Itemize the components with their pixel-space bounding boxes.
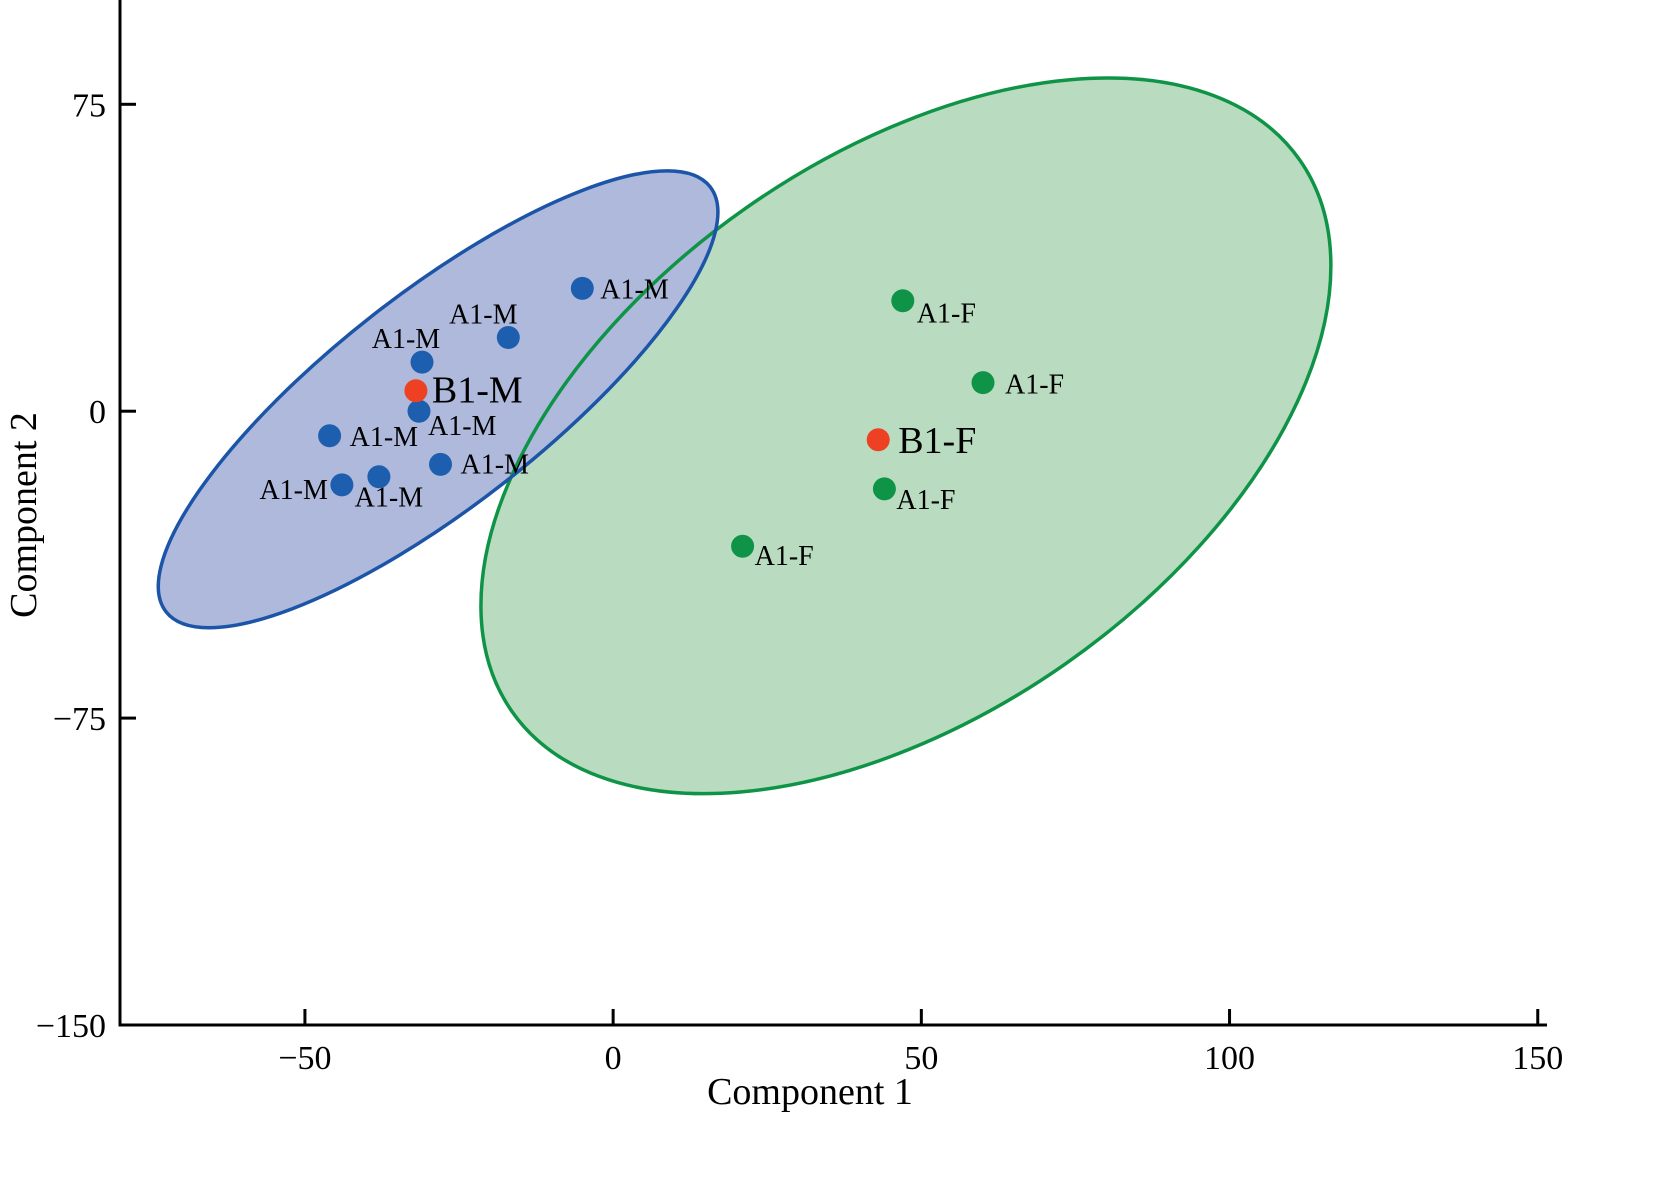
x-tick-label: 0: [605, 1040, 622, 1077]
x-axis-title: Component 1: [707, 1071, 913, 1113]
point-label-a1-m: A1-M: [350, 422, 419, 453]
y-tick-label: −150: [36, 1008, 106, 1045]
x-tick-label: 100: [1204, 1040, 1255, 1077]
point-a1-m: [407, 399, 431, 423]
point-b1-f: [866, 428, 890, 452]
point-a1-m: [330, 473, 354, 497]
axes: −50 0 50 100 150 75 0 −75 −150: [36, 0, 1563, 1077]
point-a1-m: [496, 326, 520, 349]
point-label-a1-m: A1-M: [428, 411, 497, 442]
y-tick-label: −75: [53, 701, 106, 738]
point-label-a1-m: A1-M: [449, 300, 518, 331]
male-cluster-ellipse-outline: [156, 169, 720, 630]
point-label-a1-m: A1-M: [600, 274, 669, 305]
point-a1-f: [971, 371, 995, 395]
point-label-a1-m: A1-M: [461, 449, 530, 480]
x-tick-label: 150: [1512, 1040, 1563, 1077]
y-tick-label: 75: [72, 87, 106, 124]
point-a1-m: [410, 350, 434, 374]
point-a1-f: [891, 289, 915, 313]
point-label-a1-f: A1-F: [896, 485, 955, 516]
point-a1-m: [318, 424, 342, 448]
x-tick-label: 50: [904, 1040, 938, 1077]
y-axis-title: Component 2: [3, 412, 45, 618]
point-b1-m: [404, 379, 428, 403]
y-tick-label: 0: [89, 394, 106, 431]
x-tick-label: −50: [278, 1040, 331, 1077]
point-a1-f: [872, 477, 896, 501]
female-cluster-ellipse-outline: [479, 76, 1333, 796]
point-label-b1-m: B1-M: [432, 370, 523, 412]
cluster-ellipses: [156, 76, 1333, 796]
point-label-a1-m: A1-M: [259, 475, 328, 506]
point-label-b1-f: B1-F: [898, 420, 976, 462]
point-label-a1-m: A1-M: [372, 324, 441, 355]
point-label-a1-f: A1-F: [1005, 370, 1064, 401]
point-a1-m: [367, 465, 391, 489]
point-label-a1-f: A1-F: [755, 541, 814, 572]
point-a1-f: [731, 534, 755, 558]
point-a1-m: [429, 452, 452, 476]
point-label-a1-m: A1-M: [355, 483, 424, 514]
data-points: A1-MA1-MA1-MA1-MA1-MA1-MA1-M A1-MB1-MA1-F…: [259, 274, 1064, 572]
point-label-a1-f: A1-F: [917, 299, 976, 330]
point-a1-m: [570, 276, 594, 300]
